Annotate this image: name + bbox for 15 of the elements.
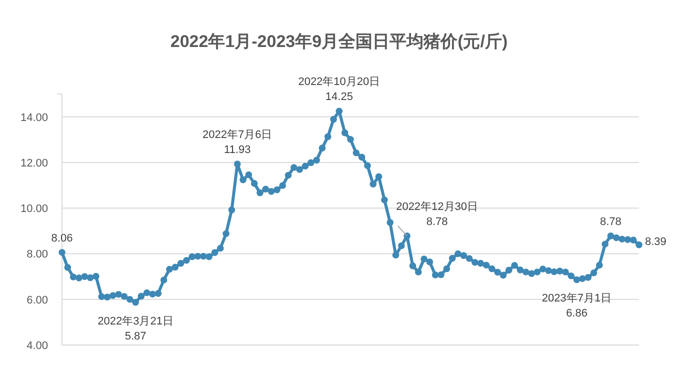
y-tick-label: 14.00 [20,112,48,124]
data-label: 8.78 [600,216,622,228]
data-label: 2022年7月6日 11.93 [202,129,272,156]
data-label: 8.06 [51,232,73,244]
y-tick-label: 10.00 [20,203,48,216]
y-tick-label: 6.00 [26,294,48,306]
data-label: 2022年3月21日 5.87 [98,315,174,342]
y-tick-label: 4.00 [26,340,48,352]
data-label: 2022年12月30日 8.78 [396,200,478,228]
data-label: 2023年7月1日 6.86 [542,292,612,320]
data-label: 2022年10月20日 14.25 [298,76,380,104]
y-tick-label: 8.00 [26,248,48,261]
chart-title: 2022年1月-2023年9月全国日平均猪价(元/斤) [170,32,508,51]
data-label: 8.39 [645,236,666,248]
y-tick-label: 12.00 [20,157,48,170]
